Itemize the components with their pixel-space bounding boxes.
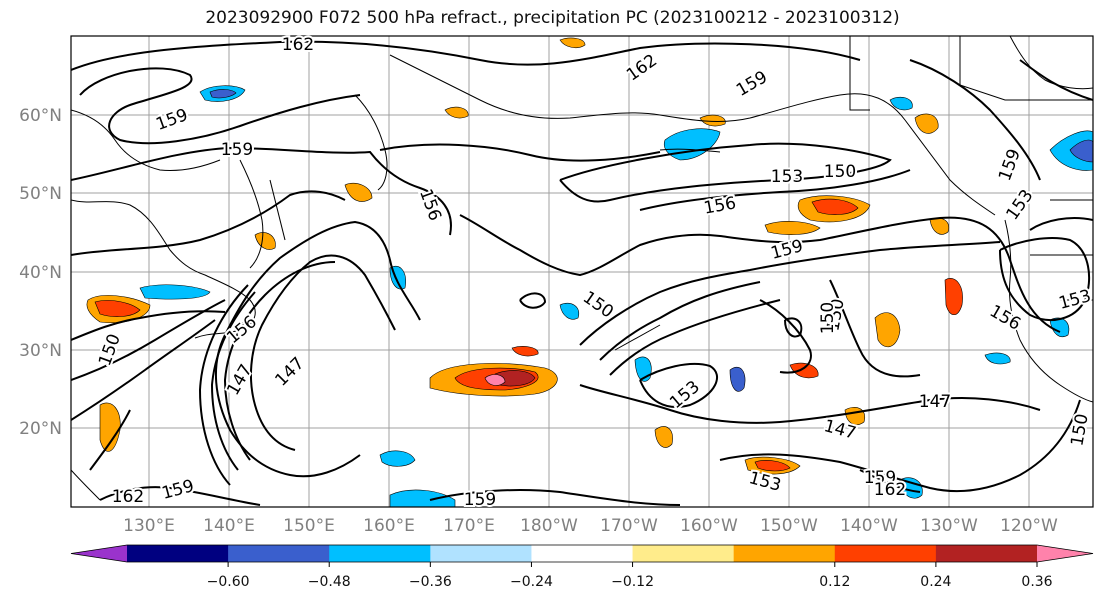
lon-label-160w: 160°W <box>680 516 738 536</box>
colorbar-tick-label: −0.60 <box>207 574 250 590</box>
colorbar-swatch <box>127 545 229 562</box>
colorbar-extend-low <box>71 545 127 562</box>
contour-lines <box>71 40 1093 506</box>
contour-label: 150 <box>1067 412 1092 447</box>
map-title: 2023092900 F072 500 hPa refract., precip… <box>205 8 900 28</box>
lon-label-140w: 140°W <box>840 516 898 536</box>
colorbar-swatch <box>228 545 330 562</box>
colorbar-tick-label: 0.36 <box>1021 574 1052 590</box>
contour-label: 162 <box>112 487 144 507</box>
colorbar-tick-label: −0.24 <box>510 574 553 590</box>
lon-label-140e: 140°E <box>203 516 255 536</box>
lon-label-170w: 170°W <box>600 516 658 536</box>
lat-label-40n: 40°N <box>19 263 62 283</box>
colorbar-swatch <box>430 545 532 562</box>
colorbar-swatch <box>531 545 634 562</box>
map-border <box>70 35 1094 508</box>
colorbar-ticks: −0.60−0.48−0.36−0.24−0.120.120.240.360.4… <box>207 562 1053 590</box>
colorbar-outline <box>70 544 1094 563</box>
longitude-labels: 130°E 140°E 150°E 160°E 170°E 180°W 170°… <box>123 516 1058 536</box>
lon-label-150e: 150°E <box>283 516 335 536</box>
contour-label: 150 <box>824 162 856 182</box>
contour-label: 162 <box>282 35 314 55</box>
lon-label-130w: 130°W <box>920 516 978 536</box>
contour-label: 159 <box>221 140 253 160</box>
lat-label-30n: 30°N <box>19 341 62 361</box>
colorbar-swatch <box>935 545 1038 562</box>
lon-label-120w: 120°W <box>1000 516 1058 536</box>
contour-label: 147 <box>919 392 951 412</box>
lat-label-20n: 20°N <box>19 419 62 439</box>
map-title-area: 2023092900 F072 500 hPa refract., precip… <box>0 0 1105 36</box>
contour-label: 162 <box>874 480 906 500</box>
colorbar-tick-label: −0.12 <box>611 574 654 590</box>
colorbar-tick-label: 0.24 <box>920 574 951 590</box>
lat-label-50n: 50°N <box>19 184 62 204</box>
contour-label: 150 <box>818 302 838 334</box>
lon-label-150w: 150°W <box>760 516 818 536</box>
colorbar-tick-label: −0.36 <box>409 574 452 590</box>
colorbar-swatch <box>632 545 735 562</box>
colorbar-tick-label: −0.48 <box>308 574 351 590</box>
precipitation-patches <box>86 37 1093 507</box>
colorbar-swatch <box>834 545 937 562</box>
latitude-labels: 60°N 50°N 40°N 30°N 20°N <box>19 106 62 439</box>
coastlines <box>71 36 1093 501</box>
lon-label-160e: 160°E <box>363 516 415 536</box>
contour-label: 159 <box>864 468 896 488</box>
lon-label-180w: 180°W <box>520 516 578 536</box>
colorbar-swatch <box>733 545 836 562</box>
lat-label-60n: 60°N <box>19 106 62 126</box>
colorbar-swatch <box>329 545 431 562</box>
lon-label-130e: 130°E <box>123 516 175 536</box>
contour-label: 153 <box>771 167 803 187</box>
colorbar-tick-label: 0.12 <box>819 574 850 590</box>
contour-label: 159 <box>464 490 496 510</box>
colorbar-extend-high <box>1037 545 1093 562</box>
lon-label-170e: 170°E <box>443 516 495 536</box>
colorbar <box>70 544 1094 563</box>
